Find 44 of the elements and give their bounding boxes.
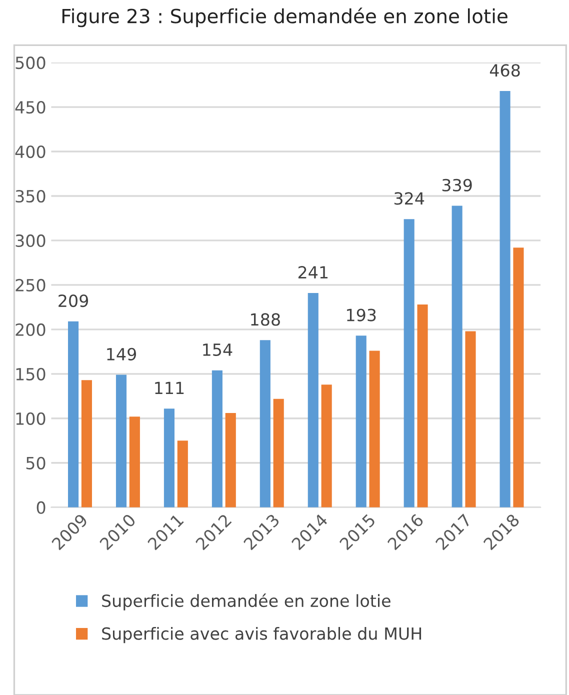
bar [452, 206, 462, 508]
bar [273, 398, 284, 508]
data-label: 209 [58, 294, 88, 308]
y-tick-label: 350 [16, 190, 46, 203]
chart-title: Figure 23 : Superficie demandée en zone lotie [62, 8, 508, 28]
bar [369, 350, 380, 508]
legend-label: Superficie avec avis favorable du MUH [102, 626, 422, 644]
y-tick-label: 500 [16, 56, 46, 70]
bar [260, 340, 270, 508]
y-tick-label: 200 [16, 323, 46, 336]
data-label: 149 [107, 348, 136, 360]
bar [404, 219, 414, 508]
bar [68, 321, 79, 508]
y-tick-label: 100 [16, 412, 46, 425]
y-tick-label: 50 [26, 456, 46, 470]
bar [356, 336, 366, 508]
bar [500, 91, 510, 508]
bar [177, 440, 188, 508]
data-label: 339 [442, 178, 472, 192]
bar [417, 304, 428, 508]
bar [465, 331, 476, 508]
bar [116, 374, 127, 508]
y-tick-label: 150 [16, 368, 46, 380]
data-label: 188 [251, 313, 280, 326]
data-label: 193 [347, 308, 376, 322]
y-tick-label: 300 [16, 234, 46, 248]
y-tick-label: 250 [16, 278, 46, 292]
data-label: 468 [490, 64, 520, 77]
y-tick-label: 0 [36, 501, 46, 514]
legend-label: Superficie demandée en zone lotie [102, 594, 390, 610]
bar [212, 370, 222, 508]
bar [321, 384, 332, 508]
data-label: 241 [298, 266, 328, 278]
bar [513, 248, 524, 508]
data-label: 324 [394, 192, 424, 205]
bar [81, 380, 92, 508]
data-label: 154 [203, 344, 232, 356]
bar [164, 408, 175, 508]
bar [225, 413, 236, 508]
bar [129, 416, 140, 508]
data-label: 111 [155, 382, 184, 394]
y-tick-label: 400 [15, 145, 46, 158]
y-tick-label: 450 [15, 100, 46, 114]
bar [308, 292, 318, 508]
